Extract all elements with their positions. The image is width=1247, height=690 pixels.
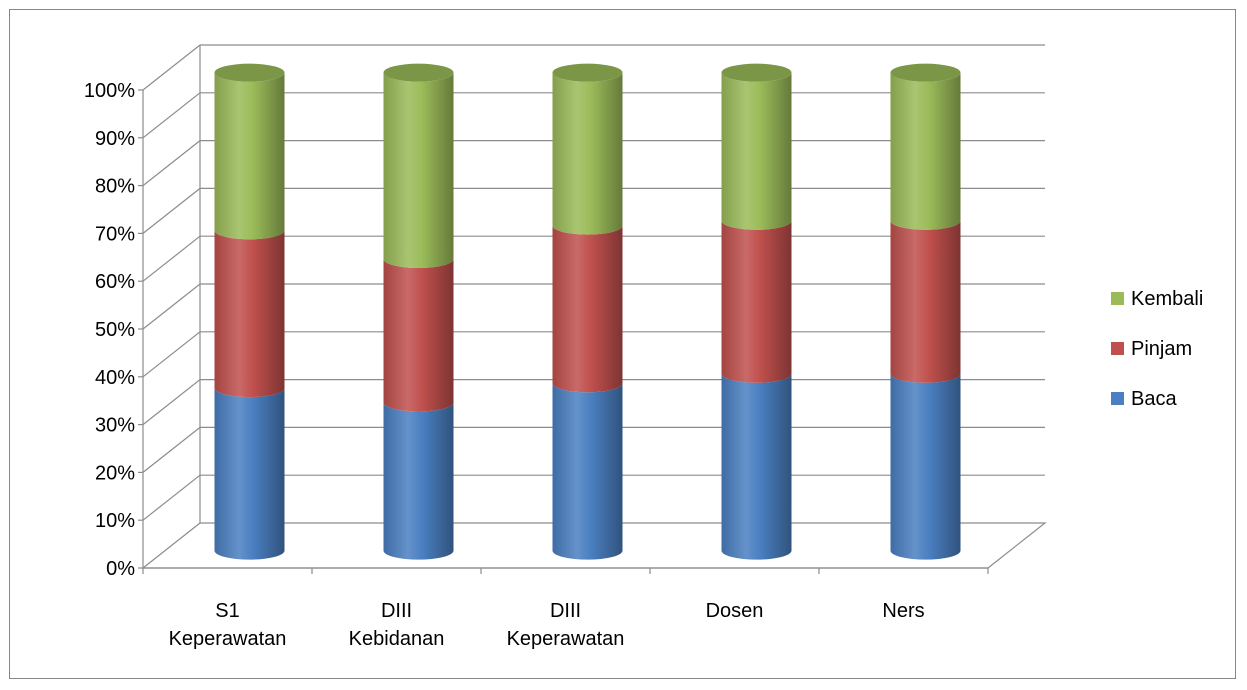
bar-top-cap [383,63,454,82]
bar-segment-kembali [214,72,285,240]
bar-segment-kembali [552,72,623,235]
legend-label: Baca [1131,388,1177,410]
y-tick-label: 50% [95,319,135,341]
gridline-side [142,187,201,234]
bar-segment-baca [890,373,961,560]
gridline-side [142,92,201,139]
gridline-side [142,283,201,330]
y-tick-label: 30% [95,415,135,437]
legend-label: Pinjam [1131,338,1192,360]
bar-top-cap [552,63,623,82]
x-tick-labels: S1 Keperawatan DIII Kebidanan DIII Keperawata… [169,600,925,650]
bar-top-cap [721,63,792,82]
x-tick-label: Kebidanan [349,628,445,650]
bar-segment-baca [721,373,792,560]
x-tick-label: Keperawatan [507,628,625,650]
gridline-side [142,44,201,91]
y-tick-label: 90% [95,128,135,150]
bars [214,63,961,560]
bar-segment-kembali [383,72,454,269]
bar-segment-kembali [721,72,792,230]
bar-top-cap [214,63,285,82]
bar-segment-pinjam [890,220,961,383]
legend-item: Baca [1111,388,1177,410]
legend-item: Kembali [1111,288,1203,310]
bar-stack [214,63,285,560]
x-tick-label: Dosen [706,600,764,622]
bar-segment-pinjam [214,230,285,398]
legend-item: Pinjam [1111,338,1192,360]
x-tick-label: DIII [550,600,581,622]
gridline-side [142,474,201,521]
y-tick-label: 60% [95,271,135,293]
legend-label: Kembali [1131,288,1203,310]
y-tick-label: 0% [106,558,135,580]
legend-swatch [1111,342,1124,355]
gridline-side [142,140,201,187]
bar-segment-baca [383,402,454,560]
y-tick-label: 100% [84,80,135,102]
legend: Kembali Pinjam Baca [1111,288,1203,410]
y-tick-label: 40% [95,367,135,389]
bar-segment-pinjam [383,259,454,412]
x-tick-label: Ners [882,600,924,622]
y-tick-labels: 0% 10% 20% 30% 40% 50% 60% 70% 80% 90% 100% [84,80,135,580]
gridline-side [142,426,201,473]
gridline-side [142,331,201,378]
y-tick-label: 70% [95,223,135,245]
bar-stack [890,63,961,560]
axes [138,89,989,574]
legend-swatch [1111,292,1124,305]
bar-segment-baca [552,383,623,560]
x-tick-label: DIII [381,600,412,622]
x-tick-label: Keperawatan [169,628,287,650]
x-tick-label: S1 [215,600,239,622]
bar-stack [552,63,623,560]
bar-top-cap [890,63,961,82]
bar-segment-baca [214,388,285,560]
legend-swatch [1111,392,1124,405]
bar-segment-pinjam [552,225,623,393]
bar-segment-pinjam [721,220,792,383]
bar-segment-kembali [890,72,961,230]
gridline-side [142,235,201,282]
y-tick-label: 20% [95,462,135,484]
bar-stack [721,63,792,560]
gridline-side [142,379,201,426]
bar-stack [383,63,454,560]
y-tick-label: 80% [95,176,135,198]
y-tick-label: 10% [95,510,135,532]
